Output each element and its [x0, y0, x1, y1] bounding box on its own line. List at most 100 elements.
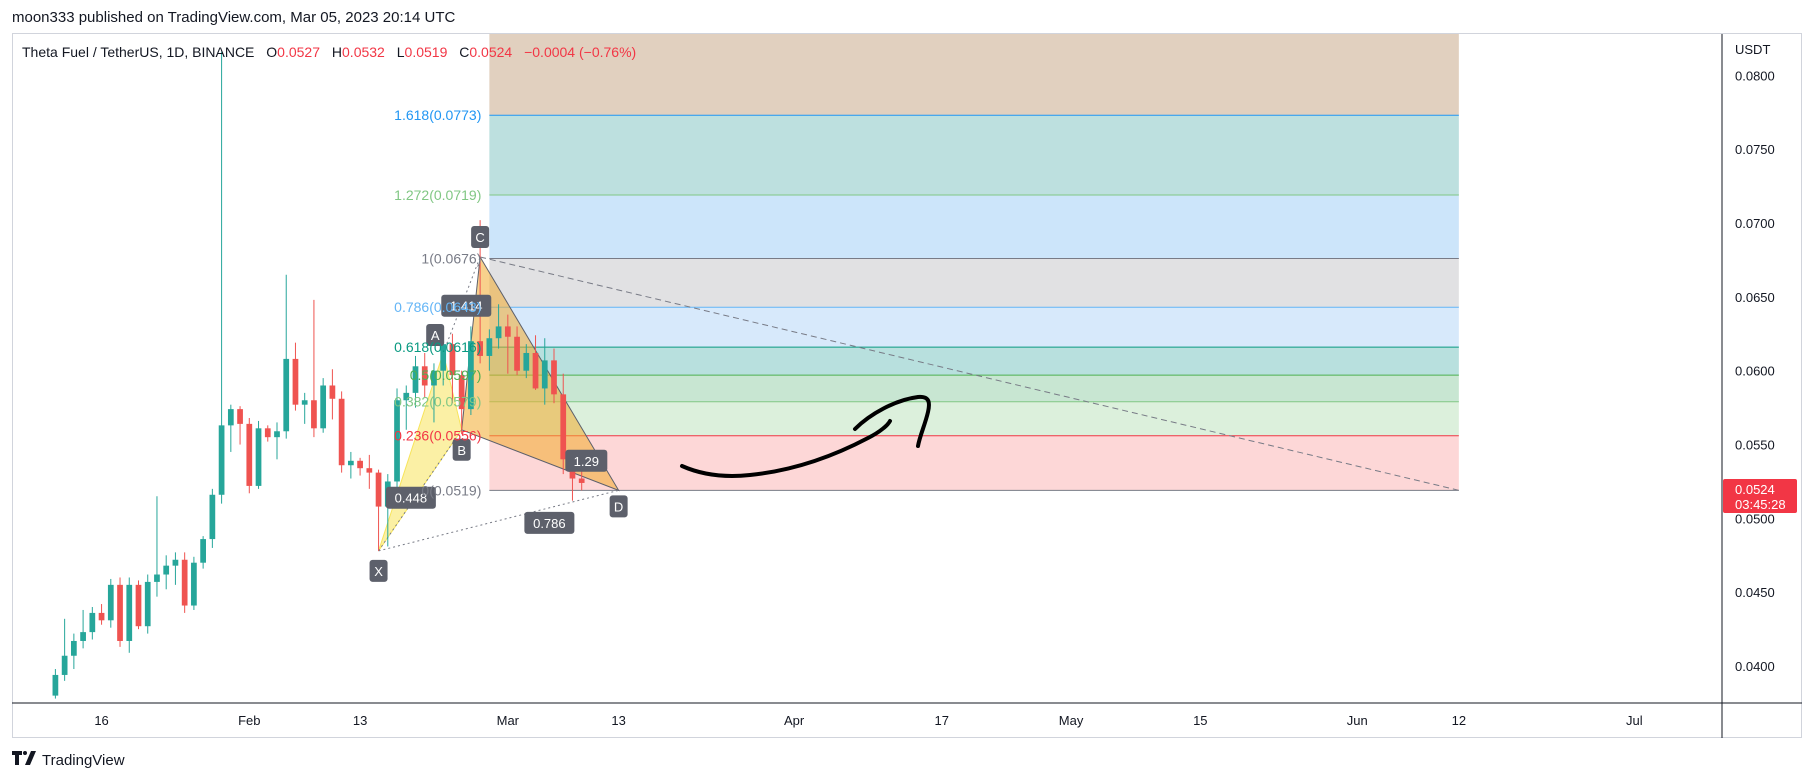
- candle[interactable]: [181, 552, 188, 613]
- candle-body: [292, 358, 299, 405]
- candle[interactable]: [495, 304, 502, 349]
- candle[interactable]: [541, 338, 548, 405]
- fib-label-1.272: 1.272(0.0719): [394, 187, 481, 203]
- candle[interactable]: [551, 348, 557, 404]
- pattern-point-d[interactable]: D: [609, 495, 628, 518]
- freehand-arrow[interactable]: [680, 394, 931, 478]
- trend-line[interactable]: [480, 256, 1459, 491]
- candle[interactable]: [117, 577, 123, 647]
- candle[interactable]: [338, 391, 345, 473]
- candle[interactable]: [532, 335, 539, 390]
- candle-body: [98, 612, 105, 621]
- candle[interactable]: [191, 556, 197, 610]
- candle[interactable]: [154, 496, 160, 597]
- candle-body: [486, 338, 493, 356]
- fib-zone-1: [489, 194, 1459, 259]
- time-tick-label: 12: [1452, 713, 1466, 728]
- candle[interactable]: [357, 457, 363, 476]
- candle[interactable]: [283, 274, 290, 439]
- candle[interactable]: [264, 425, 271, 442]
- pattern-ratio[interactable]: 0.786: [524, 511, 575, 534]
- candle[interactable]: [218, 51, 225, 504]
- candle-body: [71, 640, 77, 656]
- legend-symbol: Theta Fuel / TetherUS, 1D, BINANCE: [22, 44, 255, 60]
- candle[interactable]: [366, 454, 373, 489]
- candle-body: [421, 366, 428, 386]
- candle[interactable]: [163, 555, 170, 590]
- time-tick-label: Feb: [238, 713, 260, 728]
- candle[interactable]: [504, 314, 511, 374]
- countdown-label: 03:45:28: [1735, 497, 1786, 512]
- candle[interactable]: [172, 552, 179, 585]
- candle[interactable]: [421, 352, 428, 398]
- candle[interactable]: [440, 338, 447, 386]
- pattern-point-x[interactable]: X: [369, 559, 388, 582]
- price-tick-label: 0.0500: [1735, 511, 1775, 526]
- candle-body: [375, 472, 382, 507]
- pattern-point-label: B: [457, 443, 466, 458]
- candle[interactable]: [449, 333, 456, 404]
- candle[interactable]: [311, 299, 317, 438]
- candle[interactable]: [52, 669, 59, 699]
- time-tick-label: 17: [935, 713, 949, 728]
- candle[interactable]: [126, 577, 133, 653]
- candle-body: [200, 539, 206, 563]
- candle[interactable]: [89, 607, 96, 640]
- fib-labels: 0(0.0519) 0.236(0.0556) 0.382(0.0579) 0.5(0…: [394, 107, 481, 498]
- pattern-ratio[interactable]: 0.448: [385, 486, 436, 509]
- candle[interactable]: [135, 580, 142, 630]
- fib-zone-1.618: [489, 34, 1459, 116]
- candle[interactable]: [71, 633, 77, 670]
- candle[interactable]: [486, 329, 493, 371]
- fib-label-0.382: 0.382(0.0579): [394, 394, 481, 410]
- candle[interactable]: [246, 417, 253, 494]
- tradingview-brand[interactable]: TradingView: [12, 751, 125, 769]
- candle[interactable]: [80, 609, 86, 649]
- candle[interactable]: [107, 578, 114, 628]
- candle[interactable]: [458, 370, 465, 435]
- candle[interactable]: [274, 422, 280, 460]
- candle-body: [495, 326, 502, 339]
- fib-zone-0.5: [489, 347, 1459, 376]
- candle[interactable]: [523, 344, 530, 379]
- fib-fills: [489, 34, 1459, 491]
- legend-low-value: 0.0519: [404, 44, 448, 60]
- candle[interactable]: [468, 326, 474, 416]
- pattern-ratio[interactable]: 1.414: [441, 294, 492, 317]
- candle[interactable]: [301, 392, 308, 424]
- pattern-point-c[interactable]: C: [471, 226, 490, 248]
- candle[interactable]: [209, 488, 216, 548]
- candle[interactable]: [61, 618, 68, 681]
- candle[interactable]: [403, 385, 410, 430]
- candle[interactable]: [200, 536, 206, 569]
- chart-frame[interactable]: [12, 33, 1802, 738]
- candle[interactable]: [412, 355, 419, 408]
- pattern-ratio[interactable]: 1.29: [565, 449, 608, 472]
- last-price-tag: 0.0524 03:45:28: [1723, 479, 1797, 513]
- candle[interactable]: [144, 574, 151, 634]
- candle[interactable]: [227, 404, 234, 452]
- candle[interactable]: [375, 469, 382, 551]
- candle[interactable]: [320, 378, 327, 433]
- candle[interactable]: [514, 326, 520, 376]
- fib-label-0.786: 0.786(0.0643): [394, 299, 481, 315]
- candle[interactable]: [237, 406, 243, 445]
- candle[interactable]: [578, 471, 585, 491]
- candle[interactable]: [560, 373, 567, 475]
- pattern-point-a[interactable]: A: [426, 323, 445, 346]
- candle[interactable]: [347, 451, 354, 479]
- pattern-point-b[interactable]: B: [452, 438, 471, 461]
- candle[interactable]: [394, 388, 400, 489]
- candle[interactable]: [431, 363, 437, 423]
- candle[interactable]: [292, 342, 299, 411]
- fib-zone-0.618: [489, 307, 1459, 348]
- price-tick-label: 0.0700: [1735, 216, 1775, 231]
- candle[interactable]: [98, 604, 105, 625]
- candle[interactable]: [255, 420, 262, 489]
- price-tick-label: 0.0400: [1735, 659, 1775, 674]
- candle-body: [541, 360, 548, 389]
- candle[interactable]: [329, 369, 336, 420]
- candle-body: [52, 674, 59, 696]
- fib-zone-1.272: [489, 115, 1459, 195]
